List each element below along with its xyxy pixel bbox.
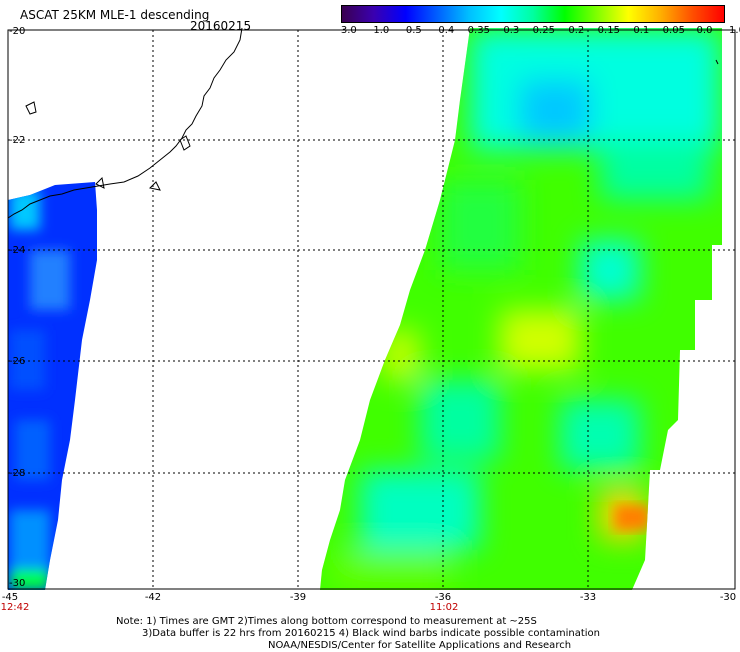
lon-label: -33 bbox=[579, 592, 597, 603]
colorbar-tick-label: -0.3 bbox=[499, 25, 520, 36]
colorbar-tick-label: -0.35 bbox=[464, 25, 490, 36]
colorbar-tick-label: -0.5 bbox=[402, 25, 422, 36]
note-line-2: 3)Data buffer is 22 hrs from 20160215 4)… bbox=[142, 628, 600, 639]
lat-label: -20 bbox=[9, 26, 26, 37]
lat-label: -30 bbox=[9, 578, 26, 589]
plot-frame bbox=[7, 29, 736, 590]
footnotes: Note: 1) Times are GMT 2)Times along bot… bbox=[116, 616, 600, 652]
graticule bbox=[8, 30, 735, 589]
lon-label: -30 bbox=[719, 592, 737, 603]
colorbar-tick-label: -0.1 bbox=[629, 25, 650, 36]
lat-label: -28 bbox=[9, 468, 26, 479]
chart-date: 20160215 bbox=[190, 19, 252, 33]
wind-barb-icon bbox=[715, 59, 719, 65]
coastline-island bbox=[148, 181, 161, 191]
note-line-3: NOAA/NESDIS/Center for Satellite Applica… bbox=[268, 640, 572, 651]
lat-label: -22 bbox=[9, 135, 26, 146]
colorbar-tick-label: -0.05 bbox=[659, 25, 685, 36]
coastline-island bbox=[25, 101, 37, 115]
coastline-island bbox=[95, 176, 105, 189]
lat-label: -24 bbox=[9, 245, 26, 256]
colorbar-tick-label: 1.0 bbox=[729, 25, 740, 36]
lon-label: -45 bbox=[1, 592, 19, 603]
east-swath bbox=[320, 28, 722, 590]
west-swath bbox=[8, 182, 97, 590]
colorbar-tick-label: -0.25 bbox=[529, 25, 555, 36]
pass-time-label: 12:42 bbox=[0, 602, 30, 613]
coastline bbox=[7, 27, 243, 219]
chart-title: ASCAT 25KM MLE-1 descending bbox=[20, 8, 210, 22]
coastline-island bbox=[179, 135, 191, 151]
colorbar-tick-label: -1.0 bbox=[369, 25, 390, 36]
colorbar-tick-label: -0.4 bbox=[434, 25, 455, 36]
colorbar-tick-label: -0.2 bbox=[564, 25, 585, 36]
pass-time-label: 11:02 bbox=[429, 602, 459, 613]
lon-label: -36 bbox=[434, 592, 452, 603]
lon-label: -42 bbox=[144, 592, 162, 603]
colorbar-labels: -3.0 -1.0 -0.5 -0.4 -0.35 -0.3 -0.25 -0.2 -0.15-… bbox=[330, 25, 740, 39]
lon-label: -39 bbox=[289, 592, 307, 603]
colorbar bbox=[341, 5, 725, 23]
colorbar-tick-label: 0.0 bbox=[696, 25, 713, 36]
lat-label: -26 bbox=[9, 356, 26, 367]
colorbar-tick-label: -3.0 bbox=[337, 25, 357, 36]
note-line-1: Note: 1) Times are GMT 2)Times along bot… bbox=[116, 616, 537, 627]
colorbar-tick-label: -0.15 bbox=[594, 25, 620, 36]
